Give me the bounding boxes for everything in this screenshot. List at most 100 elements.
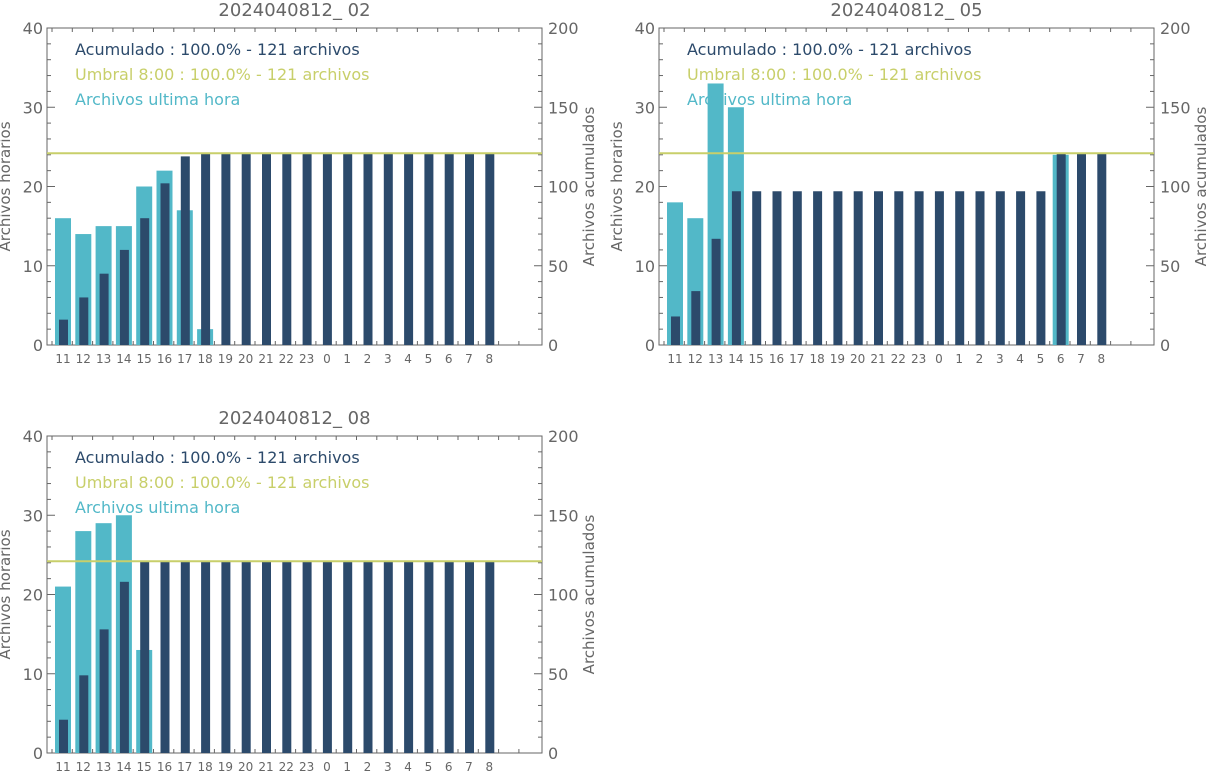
cumulative-bar	[485, 561, 495, 753]
x-tick-label: 3	[384, 760, 392, 771]
cumulative-bar	[241, 153, 251, 345]
cumulative-bar	[99, 629, 109, 753]
cumulative-bar	[99, 273, 109, 345]
cumulative-bar	[322, 561, 332, 753]
x-tick-label: 21	[870, 352, 885, 366]
cumulative-bar	[975, 191, 985, 345]
cumulative-bar	[282, 561, 292, 753]
x-tick-label: 5	[425, 352, 433, 366]
cumulative-bar	[201, 561, 211, 753]
cumulative-bar	[465, 561, 474, 753]
right-tick-label: 50	[548, 665, 568, 684]
cumulative-bar	[995, 191, 1005, 345]
x-tick-label: 3	[384, 352, 392, 366]
x-tick-label: 13	[708, 352, 723, 366]
left-axis-title: Archivos horarios	[608, 121, 626, 251]
cumulative-bar	[1036, 191, 1046, 345]
x-tick-label: 19	[830, 352, 845, 366]
x-tick-label: 12	[76, 760, 91, 771]
x-tick-label: 7	[1077, 352, 1085, 366]
x-tick-label: 13	[96, 760, 111, 771]
x-tick-label: 20	[850, 352, 865, 366]
right-tick-label: 200	[548, 427, 579, 446]
left-tick-label: 0	[33, 336, 43, 355]
cumulative-bar	[140, 561, 150, 753]
x-tick-label: 11	[55, 760, 70, 771]
cumulative-bar	[894, 191, 904, 345]
x-tick-label: 18	[809, 352, 824, 366]
right-axis-title: Archivos acumulados	[1192, 107, 1206, 267]
cumulative-bar	[752, 191, 762, 345]
cumulative-bar	[424, 153, 434, 345]
chart-panel-3: 2024040812_ 08010203040050100150200Archi…	[0, 408, 598, 774]
legend-cumulative: Acumulado : 100.0% - 121 archivos	[687, 40, 972, 59]
x-tick-label: 16	[157, 760, 172, 771]
chart-title: 2024040812_ 08	[218, 408, 370, 429]
x-tick-label: 21	[258, 352, 273, 366]
legend-cumulative: Acumulado : 100.0% - 121 archivos	[75, 40, 360, 59]
cumulative-bar	[1016, 191, 1026, 345]
left-tick-label: 20	[23, 586, 43, 605]
x-tick-label: 7	[465, 760, 473, 771]
x-tick-label: 21	[258, 760, 273, 771]
right-tick-label: 100	[1160, 178, 1191, 197]
x-tick-label: 16	[769, 352, 784, 366]
x-tick-label: 6	[1057, 352, 1065, 366]
cumulative-bar	[241, 561, 251, 753]
x-tick-label: 17	[789, 352, 804, 366]
x-tick-label: 23	[299, 760, 314, 771]
x-tick-label: 23	[911, 352, 926, 366]
left-axis-title: Archivos horarios	[0, 529, 14, 659]
legend-hourly: Archivos ultima hora	[75, 498, 240, 517]
x-tick-label: 4	[404, 760, 412, 771]
left-tick-label: 40	[23, 427, 43, 446]
cumulative-bar	[444, 153, 454, 345]
right-tick-label: 50	[548, 257, 568, 276]
cumulative-bar	[302, 153, 312, 345]
cumulative-bar	[383, 153, 393, 345]
cumulative-bar	[914, 191, 924, 345]
cumulative-bar	[302, 561, 312, 753]
x-tick-label: 22	[891, 352, 906, 366]
cumulative-bar	[772, 191, 782, 345]
cumulative-bar	[792, 191, 802, 345]
x-tick-label: 6	[445, 352, 453, 366]
x-tick-label: 8	[1097, 352, 1105, 366]
x-tick-label: 8	[485, 760, 493, 771]
right-tick-label: 150	[1160, 98, 1191, 117]
cumulative-bar	[343, 153, 353, 345]
cumulative-bar	[79, 297, 89, 345]
x-tick-label: 17	[177, 352, 192, 366]
cumulative-bar	[404, 153, 414, 345]
chart-title: 2024040812_ 02	[218, 0, 370, 21]
x-tick-label: 14	[116, 760, 131, 771]
cumulative-bar	[711, 238, 721, 345]
x-tick-label: 1	[343, 760, 351, 771]
x-tick-label: 12	[76, 352, 91, 366]
left-tick-label: 30	[23, 506, 43, 525]
cumulative-bar	[140, 218, 150, 345]
left-axis-title: Archivos horarios	[0, 121, 14, 251]
x-tick-label: 15	[137, 760, 152, 771]
cumulative-bar	[79, 675, 89, 753]
right-tick-label: 0	[548, 744, 558, 763]
left-tick-label: 10	[635, 257, 655, 276]
right-tick-label: 0	[548, 336, 558, 355]
x-tick-label: 4	[404, 352, 412, 366]
x-tick-label: 23	[299, 352, 314, 366]
x-tick-label: 15	[749, 352, 764, 366]
cumulative-bar	[1077, 153, 1086, 345]
left-tick-label: 10	[23, 665, 43, 684]
cumulative-bar	[691, 291, 701, 345]
x-tick-label: 0	[323, 760, 331, 771]
cumulative-bar	[221, 561, 231, 753]
legend-cumulative: Acumulado : 100.0% - 121 archivos	[75, 448, 360, 467]
left-tick-label: 40	[635, 19, 655, 38]
x-tick-label: 19	[218, 760, 233, 771]
cumulative-bar	[874, 191, 883, 345]
right-tick-label: 200	[548, 19, 579, 38]
left-tick-label: 20	[23, 178, 43, 197]
right-axis-title: Archivos acumulados	[580, 515, 598, 675]
chart-title: 2024040812_ 05	[830, 0, 982, 21]
